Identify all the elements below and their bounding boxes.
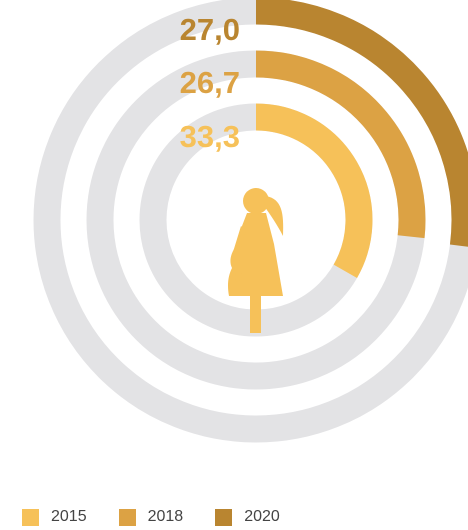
legend-swatch-2018	[118, 508, 136, 526]
ring-bar-2015	[255, 103, 373, 279]
legend-label-2018: 2018	[147, 508, 184, 525]
legend-swatch-2020	[215, 508, 233, 526]
legend-item-2020: 2020	[215, 508, 280, 526]
legend-swatch-2015	[22, 508, 39, 526]
legend-label-2015: 2015	[51, 508, 87, 525]
legend-label-2020: 2020	[244, 508, 280, 525]
value-label-2018: 26,7	[180, 65, 240, 100]
legend: 2015 2018 2020	[22, 508, 280, 526]
value-label-2020: 27,0	[180, 12, 240, 47]
chart-value-labels: 33,3 26,7 27,0	[180, 12, 240, 154]
legend-item-2018: 2018	[118, 508, 184, 526]
ring-bar-2020	[255, 0, 468, 247]
ring-bar-2018	[255, 50, 426, 239]
value-label-2015: 33,3	[180, 119, 240, 154]
radial-bar-chart: 33,3 26,7 27,0	[33, 0, 468, 443]
pregnant-woman-icon	[228, 188, 284, 333]
legend-item-2015: 2015	[22, 508, 87, 526]
